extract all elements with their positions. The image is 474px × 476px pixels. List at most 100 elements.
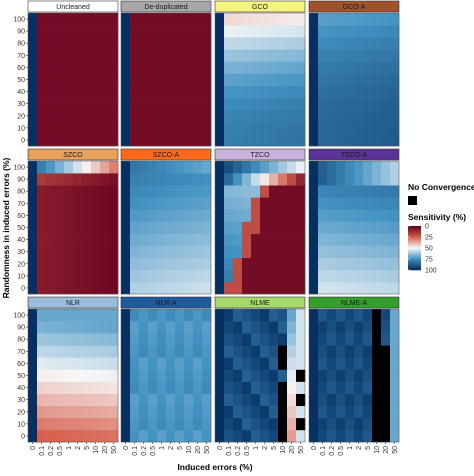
heatmap-cell [91,321,101,334]
colorbar-segment [408,233,421,235]
x-tick-label: 0.2 [235,446,242,456]
y-tick-label: 50 [17,373,25,380]
heatmap-cell [390,309,400,322]
heatmap-cell [82,429,92,443]
heatmap-cell [148,405,158,419]
heatmap-cell [193,109,203,123]
heatmap-cell [269,85,279,98]
heatmap-cell [260,417,270,431]
heatmap-cell [318,61,328,74]
heatmap-cell [55,269,65,283]
heatmap-cell [287,393,297,407]
heatmap-cell [278,393,288,407]
heatmap-cell [28,417,38,431]
y-tick-label: 10 [17,125,25,132]
heatmap-cell [224,309,234,322]
heatmap-cell [202,309,212,322]
heatmap-cell [166,257,176,271]
heatmap-cell [121,61,131,74]
heatmap-cell [139,49,149,62]
heatmap-cell [215,309,225,322]
heatmap-cell [166,233,176,246]
heatmap-cell [336,209,346,222]
heatmap-cell [175,49,185,62]
heatmap-cell [336,109,346,123]
heatmap-cell [269,393,279,407]
heatmap-cell [37,197,47,210]
heatmap-cell [336,417,346,431]
heatmap-cell [287,13,297,26]
heatmap-cell [37,357,47,370]
heatmap-cell [336,333,346,346]
heatmap-cell [278,417,288,431]
heatmap-cell [296,85,306,98]
heatmap-cell [37,405,47,419]
heatmap-cell [28,133,38,147]
heatmap-cell [109,49,119,62]
heatmap-cell [46,121,56,135]
heatmap-cell [148,161,158,174]
colorbar-segment [408,256,421,258]
heatmap-cell [336,197,346,210]
heatmap-cell [390,173,400,186]
heatmap-cell [318,321,328,334]
heatmap-cell [390,185,400,198]
heatmap-cell [296,429,306,443]
y-tick-label: 0 [21,137,25,144]
heatmap-cell [336,73,346,86]
heatmap-cell [55,185,65,198]
heatmap-cell [157,233,167,246]
heatmap-cell [121,173,131,186]
heatmap-cell [91,37,101,50]
panel-strip-label: Uncleaned [56,4,90,11]
heatmap-cell [381,49,391,62]
heatmap-cell [37,97,47,111]
heatmap-cell [278,173,288,186]
heatmap-cell [363,333,373,346]
heatmap-cell [28,345,38,358]
heatmap-cell [269,417,279,431]
heatmap-cell [130,429,140,443]
heatmap-cell [260,381,270,394]
heatmap-cell [242,37,252,50]
heatmap-cell [233,13,243,26]
heatmap-cell [242,85,252,98]
heatmap-cell [37,233,47,246]
heatmap-cell [73,133,83,147]
heatmap-cell [202,333,212,346]
heatmap-cell [157,133,167,147]
heatmap-cell [184,61,194,74]
heatmap-cell [193,197,203,210]
heatmap-cell [390,333,400,346]
heatmap-cell [233,25,243,38]
heatmap-cell [309,381,319,394]
heatmap-cell [100,245,110,259]
heatmap-cell [193,173,203,186]
heatmap-cell [37,209,47,222]
heatmap-cell [345,97,355,111]
heatmap-cell [73,405,83,419]
heatmap-cell [184,333,194,346]
heatmap-cell [202,185,212,198]
heatmap-cell [278,61,288,74]
heatmap-cell [345,133,355,147]
heatmap-cell [215,37,225,50]
heatmap-cell [242,25,252,38]
panel-border [214,12,306,147]
heatmap-cell [363,369,373,382]
heatmap-cell [260,97,270,111]
heatmap-cell [91,97,101,111]
heatmap-cell [233,197,243,210]
y-tick-label: 90 [17,325,25,332]
heatmap-cell [278,209,288,222]
heatmap-cell [175,429,185,443]
heatmap-cell [251,13,261,26]
heatmap-cell [91,429,101,443]
panel-strip [120,0,212,13]
heatmap-cell [215,417,225,431]
heatmap-cell [287,121,297,135]
heatmap-cell [354,109,364,123]
heatmap-cell [73,13,83,26]
heatmap-cell [242,405,252,419]
